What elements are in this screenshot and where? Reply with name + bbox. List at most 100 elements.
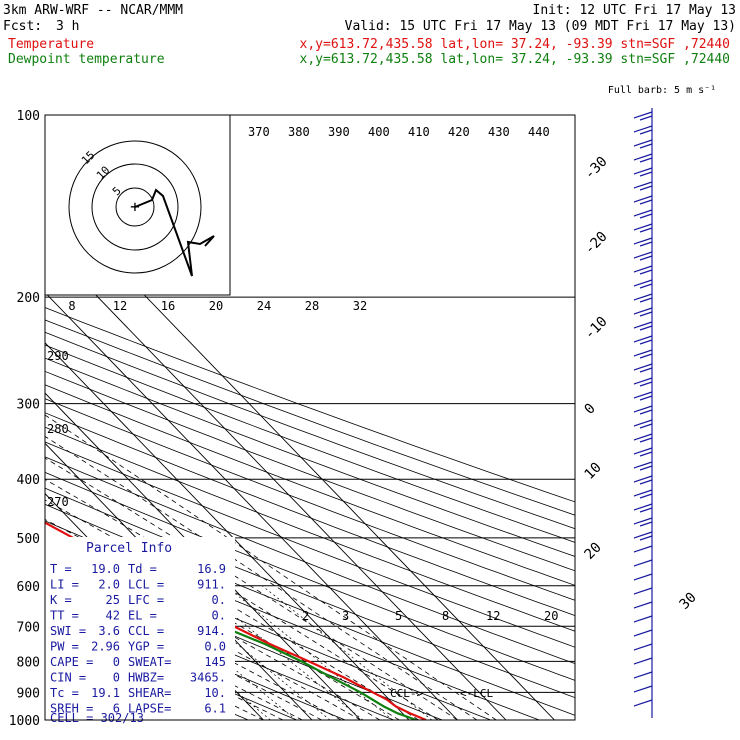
parcel-field: CAPE = bbox=[50, 655, 93, 669]
isotherm-line bbox=[45, 392, 361, 720]
theta-label: 420 bbox=[448, 125, 470, 139]
parcel-field: 3465. bbox=[190, 671, 226, 685]
wind-barb bbox=[633, 531, 653, 541]
wind-scale-label: 32 bbox=[353, 299, 367, 313]
parcel-field: CCL = bbox=[128, 624, 164, 638]
parcel-field: PW = bbox=[50, 640, 79, 654]
ccl-label: CCL-> bbox=[390, 687, 423, 700]
barb-flag bbox=[633, 503, 653, 511]
theta-label-left: 290 bbox=[47, 349, 69, 363]
barb-flag bbox=[633, 475, 653, 483]
barb-flag bbox=[639, 395, 653, 401]
barb-flag bbox=[633, 377, 653, 385]
wind-barb bbox=[633, 657, 653, 665]
mixing-ratio-line bbox=[225, 585, 393, 720]
moist-adiabat bbox=[45, 536, 381, 720]
barb-flag bbox=[639, 297, 653, 303]
barb-flag bbox=[639, 367, 653, 373]
wind-barb bbox=[633, 391, 653, 401]
barb-flag bbox=[633, 699, 653, 707]
barb-flag bbox=[633, 167, 653, 175]
barb-flag bbox=[633, 517, 653, 525]
barb-flag bbox=[639, 507, 653, 513]
barb-flag bbox=[633, 265, 653, 273]
dry-adiabat bbox=[45, 572, 394, 720]
dewpoint-info: x,y=613.72,435.58 lat,lon= 37.24, -93.39… bbox=[300, 52, 730, 67]
theta-label: 440 bbox=[528, 125, 550, 139]
barb-flag bbox=[639, 115, 653, 121]
isotherm-label-right: 20 bbox=[582, 540, 605, 563]
wind-barb bbox=[633, 181, 653, 191]
wind-barb bbox=[633, 279, 653, 289]
barb-flag bbox=[633, 391, 653, 399]
barb-flag bbox=[633, 209, 653, 217]
wind-scale-label: 16 bbox=[161, 299, 175, 313]
isotherm-label-right: -30 bbox=[582, 154, 611, 183]
parcel-panel-bg bbox=[45, 537, 235, 720]
barb-flag bbox=[639, 437, 653, 443]
barb-flag bbox=[633, 293, 653, 301]
barb-flag bbox=[639, 451, 653, 457]
wind-barb bbox=[633, 629, 653, 637]
wind-barb bbox=[633, 503, 653, 513]
wind-barb bbox=[633, 517, 653, 527]
barb-flag bbox=[639, 129, 653, 135]
parcel-field: 914. bbox=[197, 624, 226, 638]
wind-barb bbox=[633, 615, 653, 623]
barb-flag bbox=[639, 185, 653, 191]
barb-flag bbox=[639, 423, 653, 429]
moist-adiabat bbox=[45, 414, 497, 720]
dry-adiabat bbox=[45, 412, 575, 617]
wind-scale-label: 28 bbox=[305, 299, 319, 313]
barb-flag bbox=[639, 353, 653, 359]
isotherm-line bbox=[45, 291, 458, 720]
dry-adiabat bbox=[45, 471, 575, 681]
temperature-label: Temperature bbox=[8, 37, 94, 52]
mixing-ratio-label: 2 bbox=[302, 609, 309, 623]
wind-barb bbox=[633, 335, 653, 345]
barb-flag bbox=[633, 531, 653, 539]
wind-barb bbox=[633, 643, 653, 651]
parcel-field: 3.6 bbox=[98, 624, 120, 638]
barb-flag bbox=[633, 223, 653, 231]
parcel-field: CIN = bbox=[50, 671, 86, 685]
parcel-field: SWI = bbox=[50, 624, 86, 638]
parcel-field: K = bbox=[50, 593, 72, 607]
barb-flag bbox=[639, 227, 653, 233]
mixing-ratio-label: 12 bbox=[486, 609, 500, 623]
parcel-field: Td = bbox=[128, 562, 157, 576]
barb-flag bbox=[633, 153, 653, 161]
parcel-field: YGP = bbox=[128, 640, 164, 654]
wind-barb bbox=[633, 545, 653, 553]
wind-barb bbox=[633, 377, 653, 387]
wind-barb bbox=[633, 419, 653, 429]
wind-barb bbox=[633, 461, 653, 471]
wind-barb bbox=[633, 489, 653, 499]
barb-flag bbox=[633, 657, 653, 665]
barb-flag bbox=[639, 493, 653, 499]
barb-flag bbox=[639, 479, 653, 485]
theta-label: 410 bbox=[408, 125, 430, 139]
barb-flag bbox=[633, 587, 653, 595]
pressure-label: 100 bbox=[17, 109, 40, 124]
wind-barb bbox=[633, 125, 653, 135]
barb-flag bbox=[633, 489, 653, 497]
wind-barb bbox=[633, 699, 653, 707]
wind-barb bbox=[633, 587, 653, 595]
dry-adiabat bbox=[45, 319, 575, 516]
barb-flag bbox=[639, 535, 653, 541]
pressure-label: 400 bbox=[17, 473, 40, 488]
barb-flag bbox=[633, 237, 653, 245]
barb-flag bbox=[639, 213, 653, 219]
barb-flag bbox=[639, 157, 653, 163]
wind-barb bbox=[633, 223, 653, 233]
parcel-field: HWBZ= bbox=[128, 671, 164, 685]
parcel-info-panel: Parcel Info CELL = 302/13 T = 19.0 Td = 16.… bbox=[45, 537, 235, 725]
parcel-field: 2.96 bbox=[91, 640, 120, 654]
lcl-label: <-LCL bbox=[460, 687, 493, 700]
barb-flag bbox=[633, 195, 653, 203]
parcel-field: 6 bbox=[113, 702, 120, 716]
parcel-field: 911. bbox=[197, 578, 226, 592]
barb-flag bbox=[639, 339, 653, 345]
